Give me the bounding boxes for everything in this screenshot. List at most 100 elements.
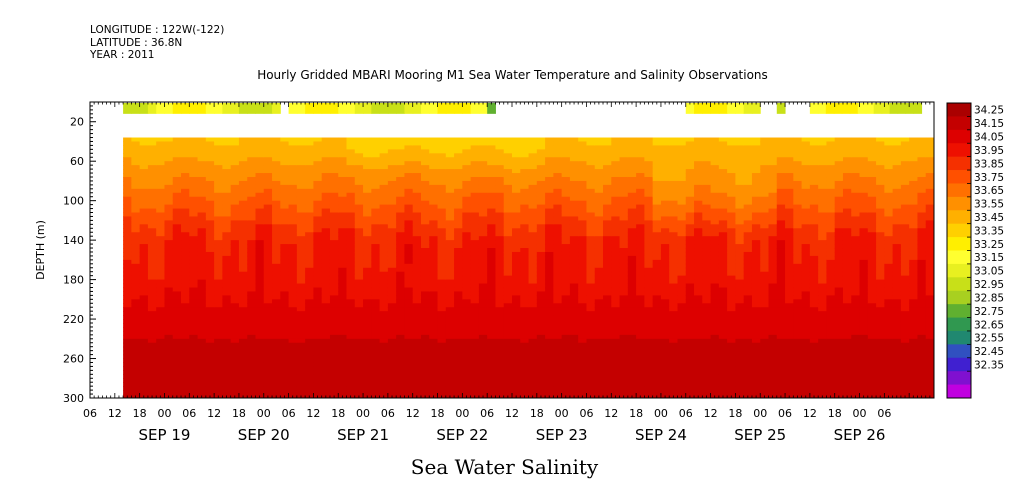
salinity-cell	[329, 279, 339, 285]
salinity-cell	[536, 275, 546, 281]
salinity-cell	[520, 311, 530, 316]
salinity-cell	[611, 295, 621, 300]
salinity-cell	[214, 216, 223, 221]
salinity-cell	[222, 323, 232, 328]
salinity-cell	[627, 370, 637, 375]
salinity-cell	[702, 267, 712, 273]
salinity-cell	[478, 161, 488, 166]
salinity-cell	[611, 319, 621, 324]
salinity-cell	[569, 196, 579, 202]
salinity-cell	[230, 149, 240, 154]
salinity-cell	[172, 319, 182, 324]
salinity-cell	[578, 334, 588, 340]
salinity-cell	[528, 311, 538, 316]
salinity-cell	[545, 149, 554, 154]
salinity-cell	[156, 346, 166, 352]
salinity-cell	[379, 169, 389, 174]
salinity-cell	[404, 192, 414, 198]
salinity-cell	[412, 200, 422, 206]
salinity-cell	[627, 342, 637, 348]
salinity-cell	[669, 378, 679, 383]
salinity-cell	[338, 169, 348, 174]
salinity-cell	[735, 251, 745, 257]
salinity-cell	[735, 157, 745, 162]
salinity-cell	[296, 350, 306, 356]
salinity-cell	[710, 153, 720, 158]
salinity-cell	[685, 236, 695, 241]
salinity-cell	[172, 374, 182, 379]
salinity-cell	[445, 362, 455, 368]
salinity-cell	[131, 362, 141, 368]
salinity-cell	[470, 224, 480, 229]
salinity-cell	[321, 216, 331, 221]
salinity-cell	[718, 192, 728, 198]
salinity-cell	[321, 275, 331, 281]
salinity-cell	[272, 216, 281, 221]
salinity-cell	[743, 176, 753, 182]
salinity-cell	[420, 283, 430, 289]
salinity-cell	[636, 362, 645, 368]
salinity-cell	[437, 251, 447, 257]
salinity-cell	[164, 149, 174, 154]
salinity-cell	[445, 370, 455, 375]
salinity-cell	[743, 196, 753, 202]
salinity-cell	[520, 334, 530, 340]
salinity-cell	[669, 390, 679, 395]
salinity-cell	[404, 334, 414, 340]
salinity-cell	[189, 161, 199, 166]
salinity-cell	[354, 216, 364, 221]
salinity-cell	[586, 334, 596, 340]
salinity-cell	[553, 248, 563, 253]
salinity-cell	[288, 338, 298, 344]
salinity-cell	[313, 236, 323, 241]
salinity-cell	[189, 362, 199, 368]
salinity-cell	[478, 176, 488, 182]
salinity-cell	[694, 145, 703, 150]
salinity-cell	[371, 307, 381, 312]
salinity-cell	[495, 283, 505, 289]
salinity-cell	[503, 334, 513, 340]
salinity-cell	[387, 307, 397, 312]
salinity-cell	[147, 149, 157, 154]
salinity-cell	[702, 208, 712, 214]
salinity-cell	[338, 255, 348, 261]
salinity-cell	[247, 283, 257, 289]
salinity-cell	[669, 196, 679, 202]
salinity-cell	[503, 176, 513, 182]
salinity-cell	[454, 248, 463, 253]
salinity-cell	[222, 263, 232, 269]
salinity-cell	[578, 232, 588, 237]
salinity-cell	[272, 149, 281, 154]
salinity-cell	[288, 220, 298, 225]
salinity-cell	[164, 255, 174, 261]
salinity-cell	[329, 259, 339, 265]
salinity-cell	[553, 220, 563, 225]
salinity-cell	[611, 196, 621, 202]
salinity-cell	[238, 216, 248, 221]
salinity-cell	[470, 157, 480, 162]
salinity-cell	[238, 212, 248, 218]
salinity-cell	[255, 326, 265, 332]
salinity-cell	[222, 279, 232, 285]
salinity-cell	[437, 141, 447, 147]
salinity-cell	[263, 137, 273, 143]
salinity-cell	[139, 192, 149, 198]
salinity-cell	[346, 319, 356, 324]
salinity-cell	[727, 169, 737, 174]
salinity-cell	[404, 228, 414, 233]
salinity-cell	[685, 279, 695, 285]
salinity-cell	[603, 386, 612, 391]
salinity-cell	[164, 374, 174, 379]
salinity-cell	[164, 200, 174, 206]
salinity-cell	[164, 184, 174, 190]
salinity-cell	[363, 311, 372, 316]
salinity-cell	[495, 165, 505, 170]
salinity-cell	[710, 244, 720, 249]
salinity-cell	[329, 204, 339, 210]
salinity-cell	[561, 169, 571, 174]
salinity-cell	[710, 141, 720, 147]
salinity-cell	[611, 141, 621, 147]
salinity-cell	[520, 228, 530, 233]
salinity-cell	[702, 192, 712, 198]
salinity-cell	[735, 176, 745, 182]
